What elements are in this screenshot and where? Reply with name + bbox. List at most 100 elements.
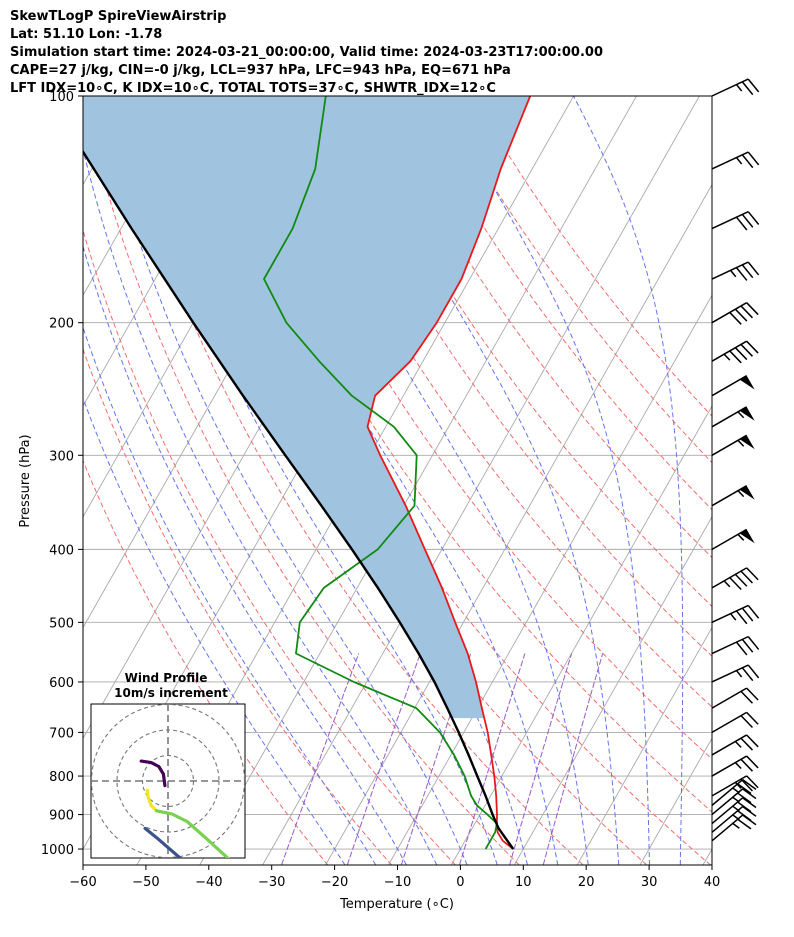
- wind-barb: [711, 788, 757, 816]
- title-line-indices: LFT IDX=10∘C, K IDX=10∘C, TOTAL TOTS=37∘…: [10, 81, 496, 96]
- wind-barb: [711, 797, 757, 825]
- y-tick-label: 400: [49, 543, 74, 558]
- wind-barb-staff: [711, 406, 748, 428]
- wind-barb: [711, 151, 760, 170]
- x-tick-label: 0: [456, 875, 464, 890]
- wind-barb-staff: [711, 734, 748, 756]
- wind-barb-full: [746, 775, 759, 789]
- wind-barb-staff: [711, 211, 749, 230]
- wind-barb-half: [735, 670, 743, 678]
- wind-barb-half: [737, 439, 745, 447]
- wind-barb-full: [734, 347, 748, 361]
- dewpoint-line: [263, 96, 498, 850]
- wind-barb-full: [741, 638, 754, 653]
- wind-barb-full: [729, 350, 742, 364]
- hodograph-trace: [154, 809, 231, 858]
- title-line-station: SkewTLogP SpireViewAirstrip: [10, 9, 227, 24]
- dry-adiabat-line: [83, 459, 329, 865]
- wind-barb-full: [746, 302, 759, 316]
- wind-barb-half: [735, 157, 743, 165]
- wind-barb-full: [741, 667, 754, 682]
- wind-barb-full: [747, 211, 760, 225]
- wind-barb-full: [747, 151, 760, 166]
- wind-barb-flag: [739, 435, 755, 450]
- y-tick-label: 300: [49, 449, 74, 464]
- y-tick-label: 600: [49, 676, 74, 691]
- wind-barb-flag: [739, 406, 755, 421]
- wind-barb: [711, 302, 759, 325]
- wind-barb: [711, 687, 759, 709]
- wind-barb-full: [747, 664, 760, 679]
- wind-barb-half: [734, 740, 742, 748]
- wind-barb-staff: [711, 567, 748, 589]
- hodograph-trace: [139, 759, 167, 788]
- wind-barbs: [711, 78, 760, 842]
- wind-profile-inset: Wind Profile 10m/s increment: [90, 671, 246, 859]
- moist-adiabat-line: [83, 244, 407, 865]
- title-line-cape: CAPE=27 j/kg, CIN=-0 j/kg, LCL=937 hPa, …: [10, 63, 511, 78]
- wind-barb-full: [737, 792, 752, 804]
- isotherm-line: [83, 96, 197, 297]
- wind-barb-full: [742, 814, 757, 826]
- isotherm-line: [0, 96, 70, 865]
- dry-adiabat-line: [83, 228, 456, 865]
- y-tick-label: 800: [49, 770, 74, 785]
- dry-adiabat-line: [83, 347, 392, 865]
- x-tick-label: 20: [578, 875, 595, 890]
- wind-barb-staff: [711, 375, 748, 397]
- y-axis: 100 200 300 400 500 600 700 800 900 1000: [41, 90, 83, 858]
- wind-barb-full: [742, 805, 757, 817]
- wind-barb-staff: [711, 604, 749, 624]
- wind-barb: [711, 711, 759, 734]
- moist-adiabat-line: [443, 96, 650, 865]
- wind-barb-half: [735, 84, 743, 92]
- wind-barb-full: [740, 758, 754, 772]
- hodograph-trace: [143, 826, 183, 858]
- wind-barb: [711, 434, 755, 456]
- wind-barb-staff: [711, 797, 744, 825]
- dry-adiabat-line: [114, 96, 584, 865]
- wind-barb-full: [740, 343, 754, 357]
- x-tick-label: −10: [384, 875, 411, 890]
- wind-barb-full: [747, 261, 760, 276]
- wind-barb-staff: [711, 687, 748, 709]
- wind-barb: [711, 375, 755, 397]
- wind-barb: [711, 485, 755, 507]
- wind-barb-full: [740, 570, 754, 584]
- wind-barb-staff: [711, 434, 748, 456]
- wind-barb: [711, 664, 760, 683]
- wind-barb-full: [741, 154, 754, 169]
- moist-adiabat-line: [83, 147, 438, 865]
- wind-barb: [711, 755, 759, 777]
- x-tick-label: −60: [69, 875, 96, 890]
- wind-barb-full: [740, 737, 754, 751]
- isotherm-line: [513, 515, 712, 865]
- mixing-ratio-line: [346, 653, 421, 865]
- wind-barb: [711, 211, 760, 231]
- wind-barb-flag: [739, 485, 755, 500]
- wind-barb: [711, 814, 757, 842]
- x-axis-label: Temperature (∘C): [339, 897, 454, 912]
- wind-barb-full: [740, 715, 754, 729]
- wind-barb-full: [735, 216, 748, 231]
- isotherm-line: [199, 96, 637, 865]
- isotherm-line: [702, 848, 712, 865]
- x-tick-label: 40: [704, 875, 721, 890]
- wind-barb-half: [729, 269, 737, 278]
- wind-barb-full: [746, 734, 759, 748]
- wind-barb-full: [740, 690, 754, 704]
- wind-barb: [711, 406, 755, 428]
- inset-subtitle: 10m/s increment: [114, 686, 228, 700]
- y-tick-label: 700: [49, 726, 74, 741]
- wind-barb: [711, 340, 759, 364]
- wind-barb-staff: [711, 261, 749, 280]
- y-tick-label: 900: [49, 809, 74, 824]
- chart-title: SkewTLogP SpireViewAirstrip Lat: 51.10 L…: [10, 8, 603, 98]
- x-tick-label: −20: [321, 875, 348, 890]
- wind-barb-full: [746, 687, 759, 701]
- y-tick-label: 500: [49, 616, 74, 631]
- wind-barb-full: [746, 755, 759, 769]
- wind-barb-full: [737, 783, 752, 795]
- wind-barb: [711, 78, 760, 97]
- moist-adiabat-line: [270, 96, 589, 865]
